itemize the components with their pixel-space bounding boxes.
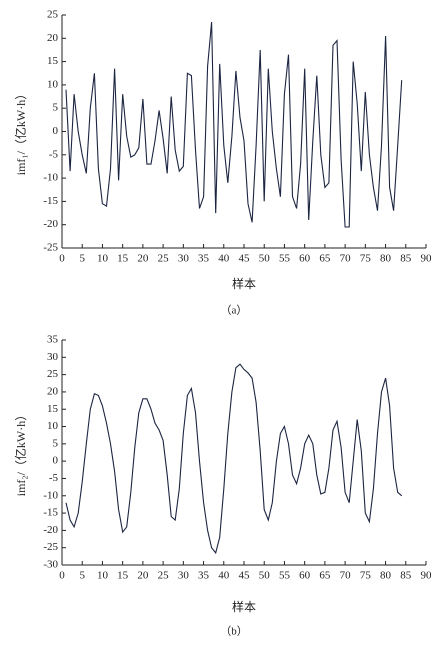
y-tick-label: -5 <box>49 472 59 484</box>
y-tick-label: -25 <box>43 541 58 553</box>
x-tick-label: 45 <box>239 570 251 582</box>
y-tick-label: -10 <box>43 172 58 184</box>
x-tick-label: 90 <box>421 253 433 265</box>
x-tick-label: 55 <box>279 570 291 582</box>
y-tick-label: 5 <box>53 102 59 114</box>
x-tick-label: 80 <box>380 570 392 582</box>
y-tick-label: 20 <box>47 385 59 397</box>
caption: （a） <box>221 304 248 317</box>
y-tick-label: 15 <box>47 403 59 415</box>
x-tick-label: 0 <box>59 570 65 582</box>
x-tick-label: 55 <box>279 253 291 265</box>
y-tick-label: 25 <box>47 9 59 21</box>
line <box>65 363 403 555</box>
x-axis-label: 样本 <box>232 276 256 291</box>
y-tick-label: -15 <box>43 195 58 207</box>
x-tick-label: 20 <box>137 570 149 582</box>
x-tick-label: 15 <box>117 570 129 582</box>
y-tick-label: -25 <box>43 242 58 254</box>
y-tick-label: 0 <box>53 455 59 467</box>
x-tick-label: 10 <box>97 253 109 265</box>
y-tick-label: -10 <box>43 489 58 501</box>
y-tick-label: 35 <box>47 334 59 346</box>
y-tick-label: -30 <box>43 559 58 571</box>
x-tick-label: 15 <box>117 253 129 265</box>
x-tick-label: 45 <box>239 253 251 265</box>
line <box>65 21 403 228</box>
y-tick-label: 10 <box>47 78 59 90</box>
y-tick-label: -20 <box>43 218 58 230</box>
y-axis-label: imf₁/（亿kW·h） <box>13 88 28 176</box>
x-tick-label: 0 <box>59 253 65 265</box>
y-tick-label: 0 <box>53 125 59 137</box>
y-tick-label: 25 <box>47 368 59 380</box>
y-tick-label: -15 <box>43 507 58 519</box>
y-tick-label: 20 <box>47 32 59 44</box>
x-tick-label: 70 <box>340 253 352 265</box>
x-tick-label: 90 <box>421 570 433 582</box>
x-tick-label: 5 <box>79 570 85 582</box>
y-tick-label: -5 <box>49 148 59 160</box>
x-tick-label: 65 <box>319 253 331 265</box>
x-tick-label: 85 <box>400 570 412 582</box>
caption: （b） <box>220 625 248 638</box>
x-tick-label: 75 <box>360 570 372 582</box>
x-tick-label: 10 <box>97 570 109 582</box>
x-tick-label: 60 <box>299 570 311 582</box>
y-tick-label: 15 <box>47 55 59 67</box>
x-tick-label: 40 <box>218 253 230 265</box>
x-tick-label: 70 <box>340 570 352 582</box>
x-tick-label: 40 <box>218 570 230 582</box>
x-tick-label: 25 <box>158 570 170 582</box>
x-tick-label: 60 <box>299 253 311 265</box>
x-tick-label: 50 <box>259 570 271 582</box>
x-tick-label: 65 <box>319 570 331 582</box>
x-tick-label: 5 <box>79 253 85 265</box>
x-tick-label: 35 <box>198 570 210 582</box>
x-tick-label: 75 <box>360 253 372 265</box>
x-tick-label: 80 <box>380 253 392 265</box>
x-tick-label: 85 <box>400 253 412 265</box>
x-tick-label: 35 <box>198 253 210 265</box>
y-axis-label: imf₂/（亿kW·h） <box>13 409 28 497</box>
x-tick-label: 25 <box>158 253 170 265</box>
x-axis-label: 样本 <box>232 599 256 614</box>
y-tick-label: 10 <box>47 420 59 432</box>
x-tick-label: 20 <box>137 253 149 265</box>
x-tick-label: 50 <box>259 253 271 265</box>
y-tick-label: -20 <box>43 524 58 536</box>
x-tick-label: 30 <box>178 253 190 265</box>
y-tick-label: 5 <box>53 437 59 449</box>
y-tick-label: 30 <box>47 351 59 363</box>
x-tick-label: 30 <box>178 570 190 582</box>
